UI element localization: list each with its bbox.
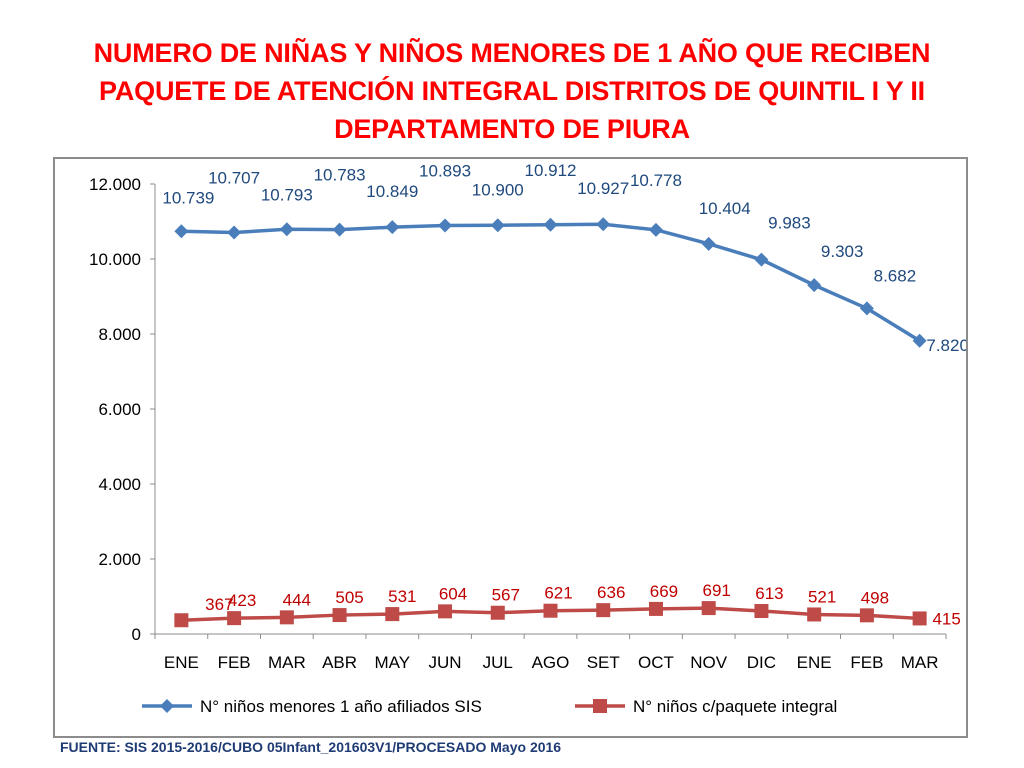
data-label-paquete-integral: 367: [205, 595, 233, 614]
legend-marker-paquete-integral: [593, 699, 607, 713]
data-label-afiliados-sis: 10.707: [208, 168, 260, 187]
data-label-paquete-integral: 505: [335, 588, 363, 607]
data-label-paquete-integral: 444: [283, 590, 311, 609]
data-label-paquete-integral: 498: [861, 588, 889, 607]
title-line-2: PAQUETE DE ATENCIÓN INTEGRAL DISTRITOS D…: [99, 76, 925, 106]
x-tick-label: SET: [587, 653, 620, 672]
x-tick-label: FEB: [850, 653, 883, 672]
x-tick-label: MAR: [901, 653, 939, 672]
data-label-paquete-integral: 423: [228, 591, 256, 610]
data-point-afiliados-sis: [543, 217, 558, 232]
data-point-paquete-integral: [596, 603, 611, 618]
y-tick-label: 6.000: [98, 400, 141, 419]
data-label-afiliados-sis: 10.849: [366, 182, 418, 201]
data-point-paquete-integral: [438, 604, 453, 619]
data-point-paquete-integral: [227, 611, 242, 626]
title-line-3: DEPARTAMENTO DE PIURA: [334, 114, 690, 144]
data-label-paquete-integral: 613: [755, 584, 783, 603]
x-tick-label: ENE: [797, 653, 832, 672]
data-point-paquete-integral: [648, 601, 663, 616]
legend-label-paquete-integral: N° niños c/paquete integral: [633, 697, 837, 716]
data-label-paquete-integral: 636: [597, 583, 625, 602]
x-tick-label: OCT: [638, 653, 674, 672]
data-point-afiliados-sis: [596, 217, 611, 232]
data-point-afiliados-sis: [648, 222, 663, 237]
title-line-1: NUMERO DE NIÑAS Y NIÑOS MENORES DE 1 AÑO…: [93, 38, 931, 68]
data-point-afiliados-sis: [912, 333, 927, 348]
data-point-afiliados-sis: [438, 218, 453, 233]
data-label-paquete-integral: 604: [439, 584, 467, 603]
data-label-afiliados-sis: 10.912: [525, 161, 577, 180]
data-label-afiliados-sis: 9.303: [821, 242, 864, 261]
x-tick-label: MAR: [268, 653, 306, 672]
data-label-afiliados-sis: 10.893: [419, 162, 471, 181]
line-chart: 0 2.000 4.000 6.000 8.000 10.000 12.000 ENE FEB M…: [89, 161, 966, 716]
data-label-paquete-integral: 521: [808, 587, 836, 606]
chart-area: 0 2.000 4.000 6.000 8.000 10.000 12.000 ENE FEB M…: [53, 157, 968, 738]
data-point-afiliados-sis: [279, 222, 294, 237]
data-point-paquete-integral: [332, 608, 347, 623]
data-point-paquete-integral: [174, 613, 189, 628]
data-point-afiliados-sis: [174, 224, 189, 239]
data-label-afiliados-sis: 10.739: [162, 188, 214, 207]
y-tick-label: 12.000: [89, 175, 141, 194]
x-tick-label: NOV: [690, 653, 728, 672]
data-point-afiliados-sis: [332, 222, 347, 237]
data-label-afiliados-sis: 10.927: [577, 179, 629, 198]
data-point-afiliados-sis: [807, 278, 822, 293]
y-tick-label: 2.000: [98, 550, 141, 569]
chart-title: NUMERO DE NIÑAS Y NIÑOS MENORES DE 1 AÑO…: [30, 34, 994, 148]
y-tick-label: 4.000: [98, 475, 141, 494]
x-tick-label: JUL: [483, 653, 513, 672]
data-point-afiliados-sis: [385, 220, 400, 235]
data-label-afiliados-sis: 9.983: [768, 214, 811, 233]
data-label-paquete-integral: 669: [650, 582, 678, 601]
x-tick-label: ENE: [164, 653, 199, 672]
data-point-paquete-integral: [859, 608, 874, 623]
data-point-paquete-integral: [490, 605, 505, 620]
y-tick-label: 10.000: [89, 250, 141, 269]
x-tick-label: ABR: [322, 653, 357, 672]
data-point-afiliados-sis: [701, 236, 716, 251]
data-label-paquete-integral: 691: [703, 581, 731, 600]
data-point-paquete-integral: [701, 601, 716, 616]
source-note: FUENTE: SIS 2015-2016/CUBO 05Infant_2016…: [60, 739, 562, 755]
data-label-paquete-integral: 621: [544, 584, 572, 603]
data-point-afiliados-sis: [490, 218, 505, 233]
data-label-paquete-integral: 567: [492, 586, 520, 605]
series-line-afiliados-sis: [181, 222, 921, 343]
legend-marker-afiliados-sis: [160, 699, 174, 713]
x-tick-label: JUN: [429, 653, 462, 672]
x-tick-label: FEB: [218, 653, 251, 672]
data-point-paquete-integral: [279, 610, 294, 625]
data-label-afiliados-sis: 10.783: [314, 166, 366, 185]
data-point-afiliados-sis: [754, 252, 769, 267]
data-point-paquete-integral: [912, 611, 927, 626]
data-point-paquete-integral: [385, 607, 400, 622]
data-point-afiliados-sis: [227, 225, 242, 240]
data-point-paquete-integral: [807, 607, 822, 622]
data-label-afiliados-sis: 10.778: [630, 171, 682, 190]
legend-label-afiliados-sis: N° niños menores 1 año afiliados SIS: [200, 697, 482, 716]
data-label-paquete-integral: 415: [932, 609, 960, 628]
y-tick-label: 0: [132, 625, 141, 644]
x-tick-label: MAY: [375, 653, 411, 672]
data-label-afiliados-sis: 10.900: [472, 180, 524, 199]
x-tick-label: DIC: [747, 653, 776, 672]
data-label-paquete-integral: 531: [388, 587, 416, 606]
y-tick-label: 8.000: [98, 325, 141, 344]
data-label-afiliados-sis: 10.793: [261, 185, 313, 204]
data-label-afiliados-sis: 8.682: [874, 266, 917, 285]
x-tick-label: AGO: [532, 653, 570, 672]
data-label-afiliados-sis: 10.404: [699, 199, 751, 218]
data-point-paquete-integral: [543, 603, 558, 618]
data-label-afiliados-sis: 7.820: [926, 336, 966, 355]
data-point-afiliados-sis: [859, 301, 874, 316]
data-point-paquete-integral: [754, 604, 769, 619]
